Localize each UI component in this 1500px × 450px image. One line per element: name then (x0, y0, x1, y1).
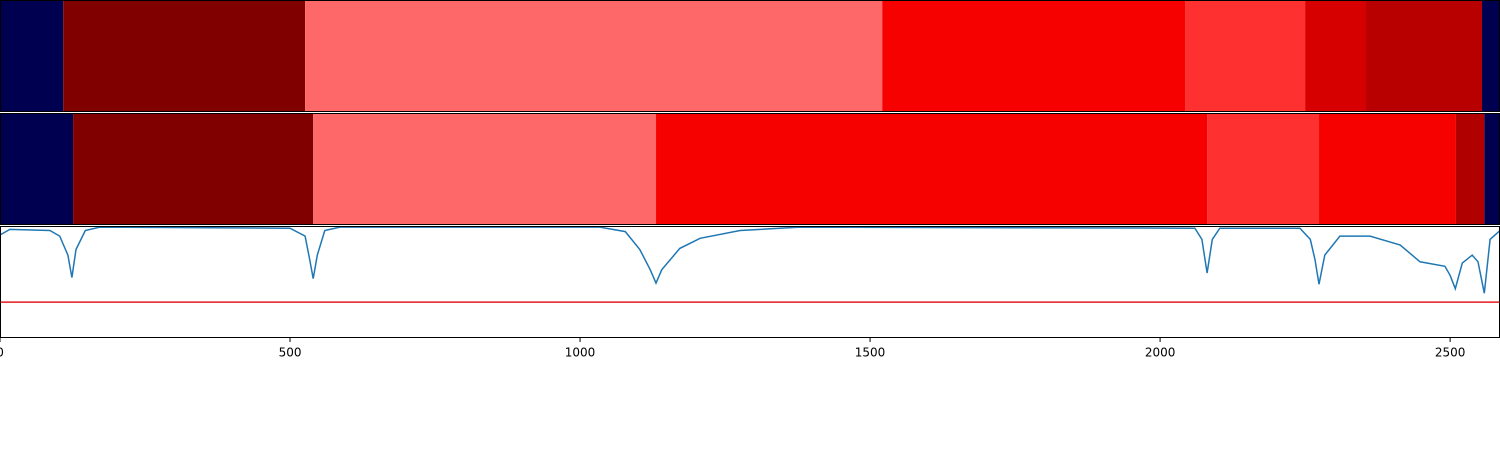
segment (0, 113, 74, 225)
segment (1366, 0, 1483, 112)
segment (313, 113, 657, 225)
segment (1484, 113, 1500, 225)
segment (1185, 0, 1306, 112)
x-tick-label: 1000 (565, 346, 596, 360)
segment (1305, 0, 1367, 112)
x-tick-label: 2000 (1145, 346, 1176, 360)
segment (656, 113, 1208, 225)
segment (1207, 113, 1320, 225)
data-line (0, 226, 1500, 294)
segment (1482, 0, 1500, 112)
x-tick-label: 500 (279, 346, 302, 360)
segment (305, 0, 883, 112)
segment (1319, 113, 1456, 225)
segment (0, 0, 64, 112)
x-tick-label: 1500 (855, 346, 886, 360)
x-tick-label: 0 (0, 346, 4, 360)
panel-frame (0, 226, 1500, 338)
segment (73, 113, 314, 225)
segment (882, 0, 1186, 112)
x-tick-label: 2500 (1435, 346, 1466, 360)
segment (63, 0, 306, 112)
segment (1455, 113, 1485, 225)
